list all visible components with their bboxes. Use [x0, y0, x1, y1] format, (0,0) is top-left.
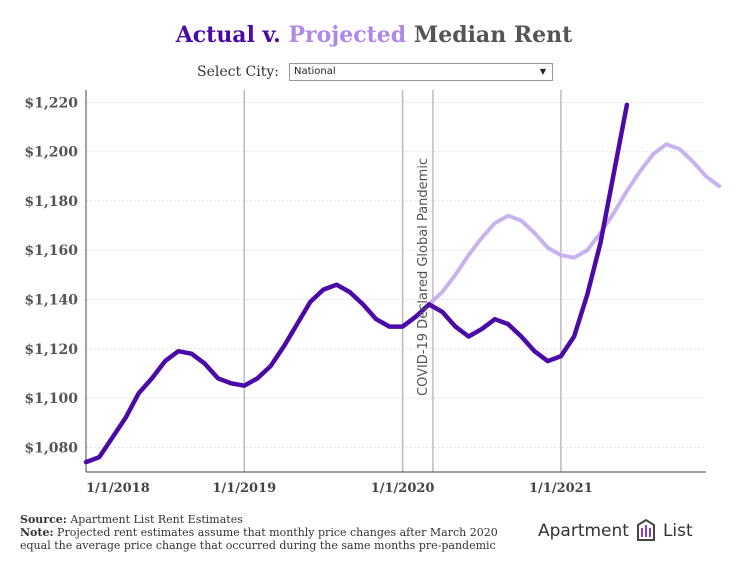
y-tick-label: $1,160 — [24, 243, 78, 259]
title-rest: Median Rent — [406, 22, 573, 48]
y-tick-label: $1,120 — [24, 342, 78, 358]
x-tick-label: 1/1/2019 — [212, 481, 276, 496]
city-selector-row: Select City: National ▼ — [197, 62, 553, 82]
y-tick-label: $1,080 — [24, 440, 78, 456]
source-line: Source: Apartment List Rent Estimates — [20, 513, 498, 526]
dropdown-arrow-icon: ▼ — [539, 67, 546, 76]
note-line: Note: Projected rent estimates assume th… — [20, 526, 498, 539]
y-tick-label: $1,140 — [24, 292, 78, 308]
line-chart: $1,080 $1,100 $1,120 $1,140 $1,160 $1,180 $1,2… — [24, 90, 722, 496]
title-separator: v. — [254, 22, 289, 48]
axes — [85, 90, 706, 473]
y-tick-label: $1,200 — [24, 145, 78, 161]
city-select-value: National — [294, 66, 336, 77]
series-line-actual — [83, 102, 630, 465]
vertical-marker-lines — [243, 90, 562, 472]
series-line-projected — [427, 142, 722, 307]
logo-text-left: Apartment — [538, 521, 629, 541]
title-projected: Projected — [288, 22, 407, 48]
x-tick-label: 1/1/2020 — [371, 481, 435, 496]
x-tick-label: 1/1/2021 — [529, 481, 593, 496]
city-select[interactable]: National ▼ — [289, 63, 553, 81]
title-actual: Actual — [175, 22, 255, 48]
note-line-2: equal the average price change that occu… — [20, 539, 496, 552]
source-label: Source: — [20, 513, 67, 526]
y-tick-label: $1,220 — [24, 95, 78, 111]
city-selector-label: Select City: — [197, 64, 279, 80]
y-tick-label: $1,100 — [24, 391, 78, 407]
pandemic-annotation: COVID-19 Declared Global Pandemic — [416, 158, 431, 396]
source-text: Apartment List Rent Estimates — [66, 513, 243, 526]
chart-title: Actual v. Projected Median Rent — [0, 22, 748, 48]
tick-labels: $1,080 $1,100 $1,120 $1,140 $1,160 $1,180 $1,2… — [24, 95, 592, 496]
note-text-1: Projected rent estimates assume that mon… — [53, 526, 498, 539]
series-lines — [83, 102, 722, 465]
building-logo-icon — [636, 518, 655, 541]
logo-text-right: List — [662, 521, 693, 541]
x-tick-label: 1/1/2018 — [86, 481, 150, 496]
y-tick-label: $1,180 — [24, 194, 78, 210]
chart-footer: Source: Apartment List Rent Estimates No… — [20, 513, 498, 552]
apartment-list-logo[interactable]: Apartment List — [538, 518, 693, 544]
note-label: Note: — [20, 526, 54, 539]
grid-lines — [86, 101, 706, 448]
